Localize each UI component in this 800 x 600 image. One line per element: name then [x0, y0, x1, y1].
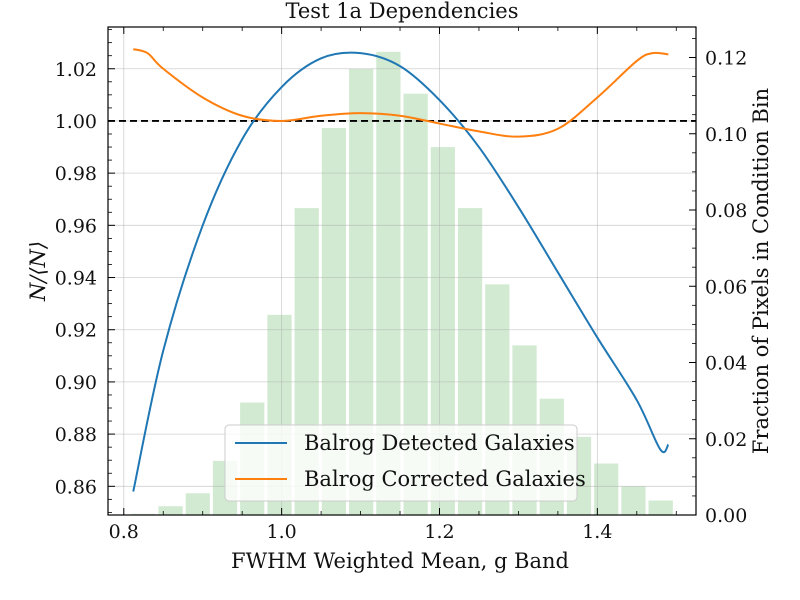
y-tick-label: 0.94 [55, 268, 97, 290]
histogram-bar [158, 506, 183, 515]
legend: Balrog Detected Galaxies Balrog Correcte… [224, 424, 586, 502]
y2-tick-label: 0.12 [705, 48, 747, 70]
series-line-detected [132, 51, 670, 492]
grid-layer [108, 27, 696, 515]
y-tick-label: 0.88 [55, 424, 97, 446]
x-tick-label: 1.4 [582, 521, 612, 543]
legend-box [224, 424, 578, 502]
x-tick-label: 1.0 [267, 521, 297, 543]
y2-tick-label: 0.02 [705, 429, 747, 451]
x-axis-title: FWHM Weighted Mean, g Band [231, 549, 569, 573]
y-tick-label: 0.90 [55, 372, 97, 394]
y2-tick-label: 0.10 [705, 124, 747, 146]
x-tick-label: 1.2 [424, 521, 454, 543]
legend-label-corrected: Balrog Corrected Galaxies [304, 467, 586, 491]
histogram-bar [648, 500, 673, 515]
y-tick-label: 0.86 [55, 476, 97, 498]
tick-layer: 0.8 1.0 1.2 1.4 0.86 0.88 0.90 0.92 0.94 0.96 0.98… [55, 27, 747, 543]
y2-tick-label: 0.06 [705, 276, 747, 298]
legend-label-detected: Balrog Detected Galaxies [304, 431, 575, 455]
histogram-bar [594, 463, 619, 515]
x-tick-label: 0.8 [109, 521, 139, 543]
y-tick-label: 0.96 [55, 215, 97, 237]
y-tick-label: 0.92 [55, 320, 97, 342]
histogram-bar [621, 486, 646, 515]
chart-title: Test 1a Dependencies [286, 0, 519, 23]
y-tick-label: 0.98 [55, 163, 97, 185]
y2-tick-label: 0.08 [705, 200, 747, 222]
y-tick-label: 1.00 [55, 111, 97, 133]
series-line-corrected [132, 48, 669, 138]
y2-tick-label: 0.00 [705, 505, 747, 527]
y-tick-label: 1.02 [55, 59, 97, 81]
plot-frame [107, 26, 697, 516]
histogram-bar [185, 493, 210, 515]
series-layer [132, 48, 670, 492]
y2-axis-title: Fraction of Pixels in Condition Bin [749, 88, 773, 454]
y-axis-title: N/⟨N⟩ [26, 241, 50, 302]
y2-tick-label: 0.04 [705, 353, 747, 375]
